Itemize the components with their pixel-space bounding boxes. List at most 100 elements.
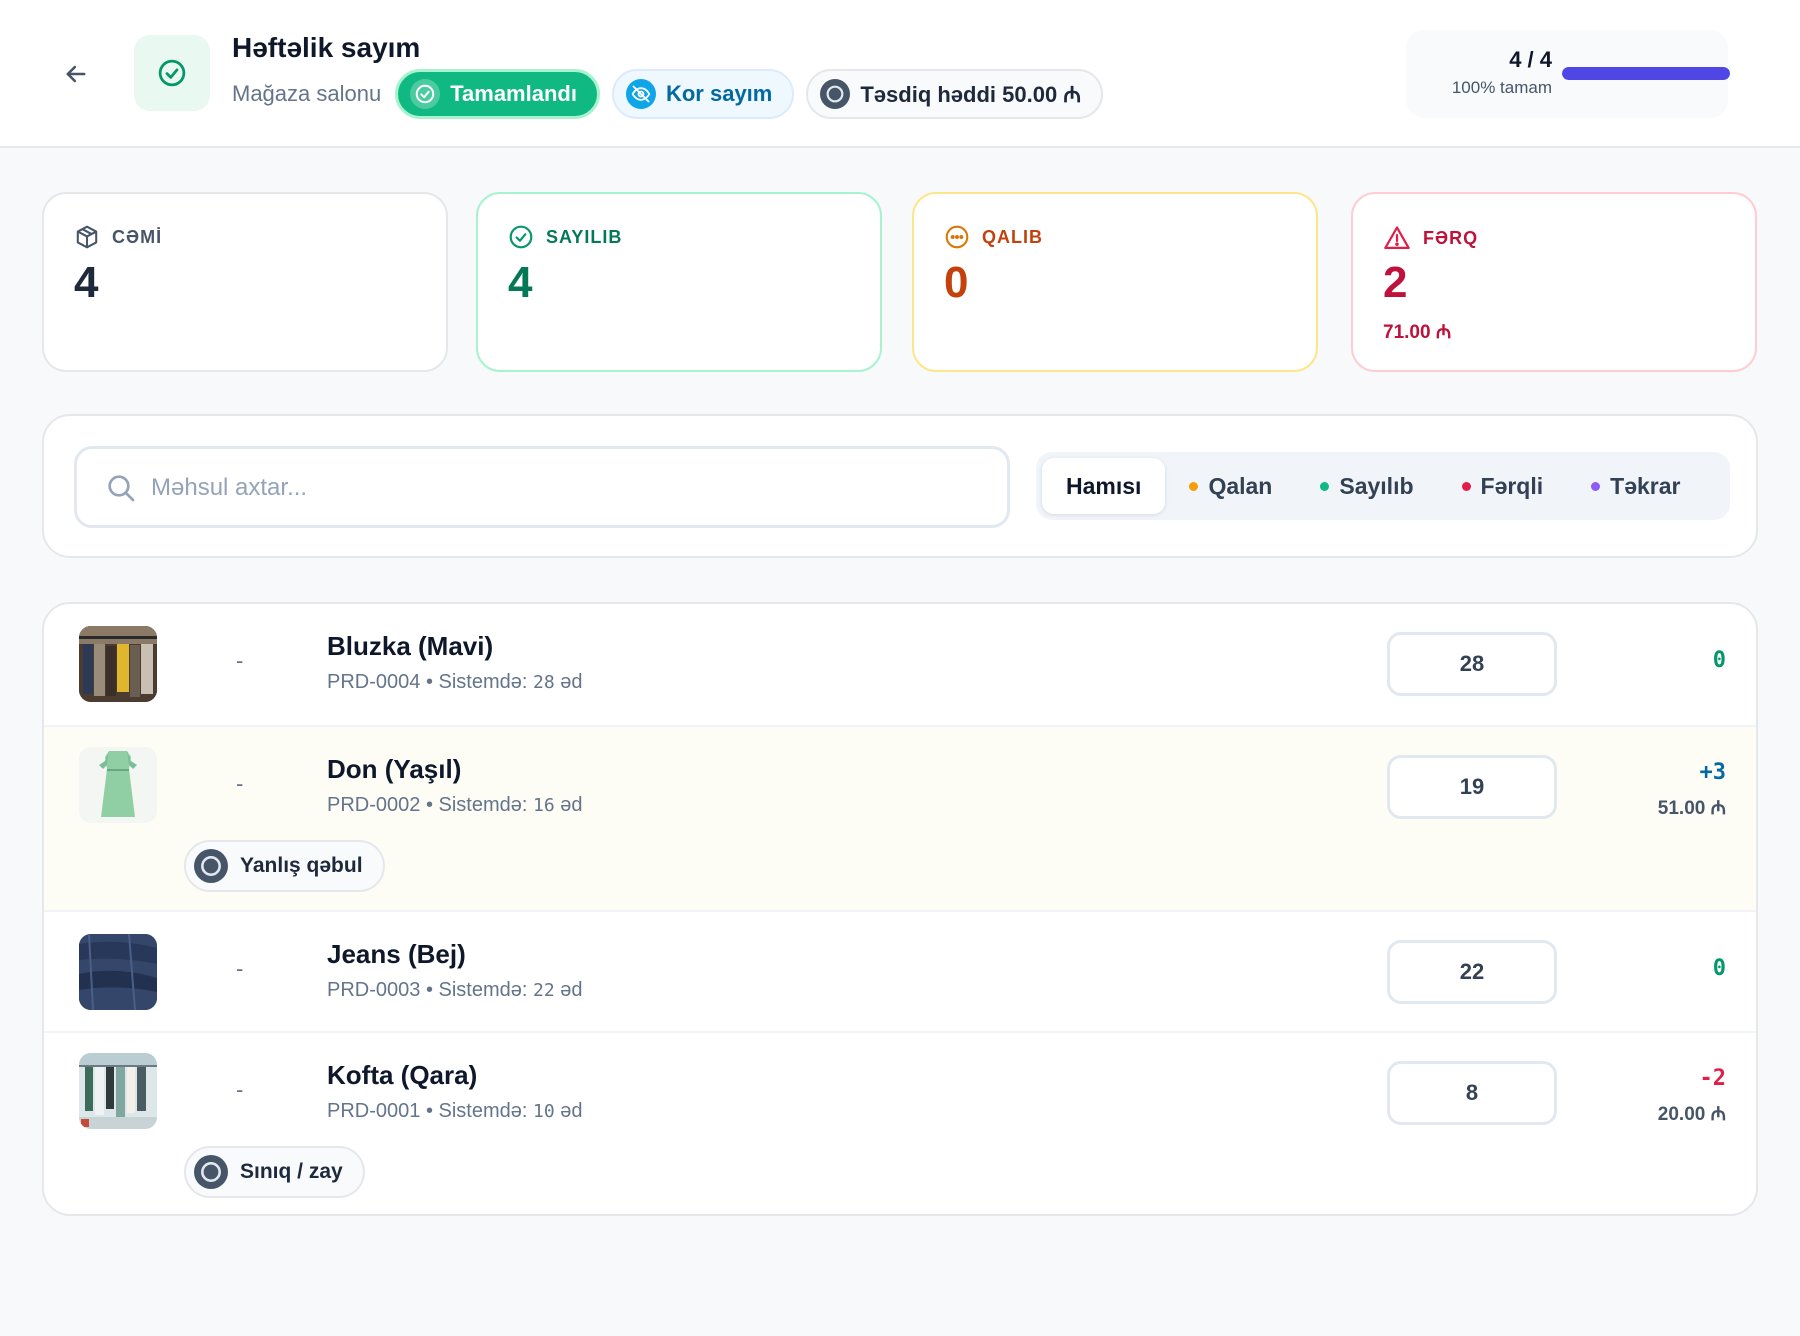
filter-tab-label: Fərqli: [1481, 473, 1544, 500]
arrow-left-icon: [62, 60, 90, 88]
location-dash: -: [236, 956, 243, 982]
approval-threshold-label: Təsdiq həddi 50.00 ₼: [860, 79, 1081, 109]
search-box: [74, 446, 1010, 528]
stat-card-difference: FƏRQ 2 71.00 ₼: [1351, 192, 1757, 372]
check-circle-icon: [157, 58, 187, 88]
circle-icon: [820, 79, 850, 109]
check-circle-icon: [410, 79, 440, 109]
location-dash: -: [236, 648, 243, 674]
status-badge: Tamamlandı: [395, 69, 600, 119]
filter-tab-counted[interactable]: Sayılıb: [1296, 458, 1437, 514]
filter-tab-remaining[interactable]: Qalan: [1165, 458, 1296, 514]
location-dash: -: [236, 771, 243, 797]
qty-difference: 0: [1713, 648, 1726, 673]
reason-chip[interactable]: Yanlış qəbul: [184, 840, 385, 892]
system-label: Sistemdə:: [439, 979, 528, 1001]
progress-label: 100% tamam: [1452, 78, 1552, 98]
circle-icon: [194, 1155, 228, 1189]
counted-qty-value: 19: [1460, 774, 1484, 800]
stat-header: FƏRQ: [1383, 224, 1478, 252]
counted-qty-input[interactable]: 28: [1387, 632, 1557, 696]
header-meta: Mağaza salonu Tamamlandı Kor sayım Təsdi…: [232, 69, 1103, 119]
item-list: - Bluzka (Mavi) PRD-0004 • Sistemdə: 28 …: [42, 602, 1758, 1216]
product-sku: PRD-0002: [327, 794, 420, 816]
stat-header: CƏMİ: [74, 224, 162, 250]
counted-qty-input[interactable]: 19: [1387, 755, 1557, 819]
warning-triangle-icon: [1383, 224, 1411, 252]
status-dot: [1591, 482, 1600, 491]
list-item: - Bluzka (Mavi) PRD-0004 • Sistemdə: 28 …: [44, 604, 1758, 725]
stat-header: QALIB: [944, 224, 1043, 250]
product-meta: PRD-0003 • Sistemdə: 22 əd: [327, 979, 583, 1002]
difference-amount: 20.00 ₼: [1658, 1100, 1726, 1126]
product-name: Jeans (Bej): [327, 939, 466, 970]
filter-tab-label: Hamısı: [1066, 473, 1141, 500]
unit-label: əd: [560, 1100, 582, 1122]
page-title: Həftəlik sayım: [232, 32, 420, 64]
filter-tab-label: Təkrar: [1610, 473, 1680, 500]
location-dash: -: [236, 1077, 243, 1103]
product-meta: PRD-0002 • Sistemdə: 16 əd: [327, 794, 583, 817]
search-input[interactable]: [151, 463, 971, 513]
system-label: Sistemdə:: [439, 794, 528, 816]
system-qty: 16: [533, 795, 555, 816]
location-label: Mağaza salonu: [232, 81, 381, 107]
product-sku: PRD-0001: [327, 1100, 420, 1122]
page-header: Həftəlik sayım Mağaza salonu Tamamlandı …: [0, 0, 1800, 148]
product-image: [79, 1053, 157, 1129]
box-icon: [74, 224, 100, 250]
counted-qty-input[interactable]: 8: [1387, 1061, 1557, 1125]
unit-label: əd: [560, 979, 582, 1001]
stat-header: SAYILIB: [508, 224, 622, 250]
reason-chip[interactable]: Sınıq / zay: [184, 1146, 365, 1198]
status-dot: [1189, 482, 1198, 491]
unit-label: əd: [560, 671, 582, 693]
product-name: Bluzka (Mavi): [327, 631, 493, 662]
product-sku: PRD-0004: [327, 671, 420, 693]
qty-difference: -2: [1700, 1066, 1727, 1091]
counted-qty-value: 28: [1460, 651, 1484, 677]
back-button[interactable]: [56, 54, 96, 94]
circle-icon: [194, 849, 228, 883]
dots-circle-icon: [944, 224, 970, 250]
filter-tabs: Hamısı Qalan Sayılıb Fərqli Təkrar: [1036, 452, 1730, 520]
progress-card: 4 / 4 100% tamam: [1406, 30, 1728, 118]
counted-qty-value: 22: [1460, 959, 1484, 985]
filter-tab-label: Sayılıb: [1339, 473, 1413, 500]
progress-count: 4 / 4: [1509, 47, 1552, 73]
session-status-tile: [134, 35, 210, 111]
stat-label: CƏMİ: [112, 227, 162, 248]
stat-card-total: CƏMİ 4: [42, 192, 448, 372]
stat-card-remaining: QALIB 0: [912, 192, 1318, 372]
stat-label: FƏRQ: [1423, 228, 1478, 249]
search-icon: [105, 472, 137, 504]
system-qty: 28: [533, 672, 555, 693]
qty-difference: +3: [1700, 760, 1727, 785]
system-label: Sistemdə:: [439, 671, 528, 693]
unit-label: əd: [560, 794, 582, 816]
reason-label: Yanlış qəbul: [240, 854, 363, 878]
counted-qty-value: 8: [1466, 1080, 1478, 1106]
product-image: [79, 626, 157, 702]
difference-amount: 51.00 ₼: [1658, 794, 1726, 820]
filter-tab-repeat[interactable]: Təkrar: [1567, 458, 1704, 514]
list-item: - Jeans (Bej) PRD-0003 • Sistemdə: 22 əd…: [44, 910, 1758, 1031]
product-image: [79, 934, 157, 1010]
blind-count-badge: Kor sayım: [612, 69, 794, 119]
stat-value: 0: [944, 258, 968, 308]
stat-value: 2: [1383, 258, 1407, 308]
stat-value: 4: [74, 258, 98, 308]
system-qty: 10: [533, 1101, 555, 1122]
blind-count-label: Kor sayım: [666, 81, 772, 107]
stat-amount: 71.00 ₼: [1383, 318, 1451, 344]
filter-tab-all[interactable]: Hamısı: [1042, 458, 1165, 514]
product-sku: PRD-0003: [327, 979, 420, 1001]
stat-value: 4: [508, 258, 532, 308]
product-meta: PRD-0001 • Sistemdə: 10 əd: [327, 1100, 583, 1123]
filter-tab-different[interactable]: Fərqli: [1438, 458, 1568, 514]
product-meta: PRD-0004 • Sistemdə: 28 əd: [327, 671, 583, 694]
stat-label: QALIB: [982, 227, 1043, 248]
qty-difference: 0: [1713, 956, 1726, 981]
counted-qty-input[interactable]: 22: [1387, 940, 1557, 1004]
stat-card-counted: SAYILIB 4: [476, 192, 882, 372]
